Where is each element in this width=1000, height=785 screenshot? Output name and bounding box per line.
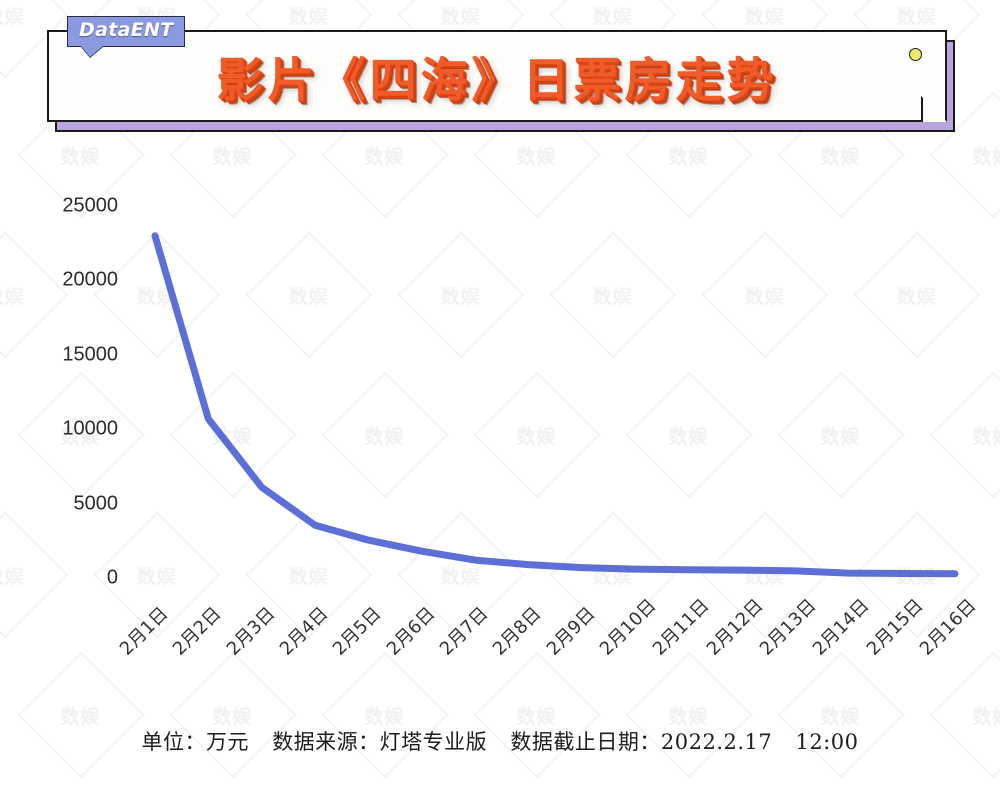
y-axis-tick-label: 15000 [62, 343, 118, 366]
x-axis-tick-label: 2月8日 [489, 603, 546, 660]
x-axis-tick-label: 2月14日 [809, 595, 874, 660]
x-axis-tick-label: 2月15日 [862, 595, 928, 660]
y-axis-tick-label: 5000 [73, 492, 119, 515]
footer-source: 数据来源：灯塔专业版 [272, 730, 488, 754]
x-axis-tick-label: 2月16日 [915, 595, 981, 660]
y-axis-tick-label: 25000 [62, 194, 118, 217]
x-axis-tick-label: 2月11日 [649, 595, 714, 660]
brand-badge: DataENT [67, 16, 186, 57]
x-axis: 2月1日 2月2日 2月3日 2月4日 2月5日 2月6日 2月7日 2月8日 2月9日 2月10… [0, 595, 1000, 700]
x-axis-tick-label: 2月12日 [702, 595, 768, 660]
line-chart: 0 5000 10000 15000 20000 25000 [0, 150, 1000, 620]
badge-tail-icon [81, 45, 103, 57]
accent-dot-icon [909, 48, 922, 61]
x-axis-tick-label: 2月10日 [595, 595, 661, 660]
chart-plot-svg [151, 232, 959, 578]
y-axis-tick-label: 20000 [62, 268, 118, 291]
data-series-line [151, 232, 959, 578]
footer-unit: 单位：万元 [141, 730, 249, 754]
footer-note: 单位：万元 数据来源：灯塔专业版 数据截止日期：2022.2.17 12:00 [0, 726, 1000, 756]
footer-time: 12:00 [795, 730, 859, 754]
x-axis-tick-label: 2月3日 [222, 603, 279, 660]
x-axis-tick-label: 2月4日 [275, 603, 333, 660]
x-axis-tick-label: 2月6日 [382, 603, 439, 660]
x-axis-tick-label: 2月1日 [115, 603, 173, 660]
brand-badge-label: DataENT [67, 16, 186, 47]
x-axis-tick-label: 2月13日 [755, 595, 821, 660]
header-banner: 影片《四海》日票房走势 DataENT [47, 16, 955, 132]
x-axis-tick-label: 2月5日 [329, 603, 386, 660]
footer-cutoff: 数据截止日期：2022.2.17 [510, 730, 773, 754]
x-axis-tick-label: 2月7日 [435, 603, 493, 660]
y-axis: 0 5000 10000 15000 20000 25000 [40, 150, 118, 620]
x-axis-tick-label: 2月9日 [542, 603, 599, 660]
banner-frame [47, 30, 947, 122]
page-title: 影片《四海》日票房走势 [216, 53, 778, 109]
y-axis-tick-label: 0 [106, 566, 118, 589]
x-axis-tick-label: 2月2日 [169, 603, 226, 660]
y-axis-tick-label: 10000 [62, 417, 118, 440]
